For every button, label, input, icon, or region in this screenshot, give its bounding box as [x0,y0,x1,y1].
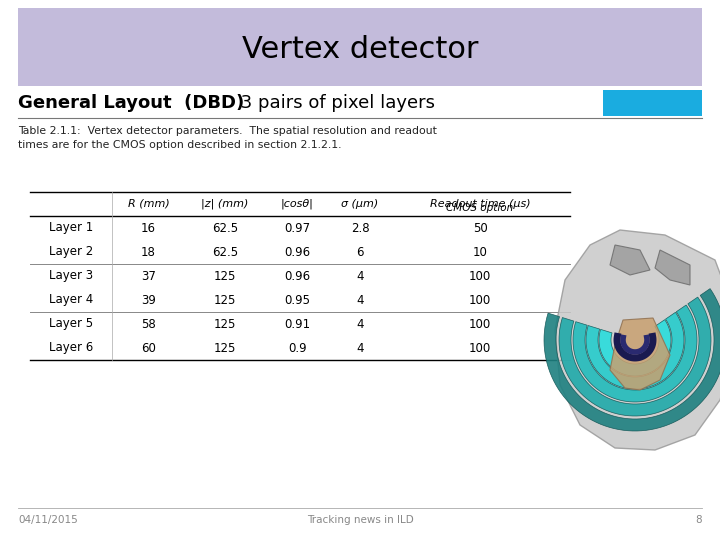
Text: 62.5: 62.5 [212,246,238,259]
Text: 0.95: 0.95 [284,294,310,307]
Text: |cosθ|: |cosθ| [281,199,314,209]
Text: 50: 50 [472,221,487,234]
Text: 2.8: 2.8 [351,221,369,234]
Text: General Layout  (DBD): General Layout (DBD) [18,94,244,112]
Text: Layer 5: Layer 5 [49,318,93,330]
Text: σ (μm): σ (μm) [341,199,379,209]
Polygon shape [559,297,711,416]
FancyBboxPatch shape [18,8,702,86]
Text: Tracking news in ILD: Tracking news in ILD [307,515,413,525]
Text: 62.5: 62.5 [212,221,238,234]
Text: 10: 10 [472,246,487,259]
Text: 3 pairs of pixel layers: 3 pairs of pixel layers [235,94,435,112]
Text: 4: 4 [356,294,364,307]
Text: 125: 125 [214,341,236,354]
Polygon shape [610,245,650,275]
Polygon shape [586,312,684,389]
FancyBboxPatch shape [603,90,702,116]
Text: Layer 3: Layer 3 [49,269,93,282]
Text: Layer 6: Layer 6 [49,341,93,354]
Text: 125: 125 [214,269,236,282]
Text: 37: 37 [141,269,156,282]
Text: 125: 125 [214,318,236,330]
Text: 0.96: 0.96 [284,269,310,282]
Polygon shape [610,318,670,390]
Text: Table 2.1.1:  Vertex detector parameters.  The spatial resolution and readout
ti: Table 2.1.1: Vertex detector parameters.… [18,126,437,150]
Text: Layer 1: Layer 1 [49,221,93,234]
Text: 100: 100 [469,294,491,307]
Text: 100: 100 [469,269,491,282]
Text: Readout time (μs): Readout time (μs) [430,199,531,209]
Text: 0.97: 0.97 [284,221,310,234]
Text: Layer 4: Layer 4 [49,294,93,307]
Bar [570,160,720,480]
Text: 125: 125 [214,294,236,307]
Text: 0.9: 0.9 [288,341,307,354]
Text: 4: 4 [356,269,364,282]
Polygon shape [573,305,697,402]
Text: 0.91: 0.91 [284,318,310,330]
Text: |z| (mm): |z| (mm) [202,199,248,209]
Text: 4: 4 [356,341,364,354]
Polygon shape [655,250,690,285]
Text: CMOS option: CMOS option [446,203,513,213]
Text: 4: 4 [356,318,364,330]
Text: 04/11/2015: 04/11/2015 [18,515,78,525]
Text: 18: 18 [141,246,156,259]
Polygon shape [555,230,720,450]
Polygon shape [599,320,671,376]
Text: Layer 2: Layer 2 [49,246,93,259]
Polygon shape [544,288,720,431]
Text: 60: 60 [141,341,156,354]
Text: 58: 58 [141,318,156,330]
Text: 8: 8 [696,515,702,525]
Text: 6: 6 [356,246,364,259]
Text: 0.96: 0.96 [284,246,310,259]
Text: Vertex detector: Vertex detector [242,36,478,64]
Text: 100: 100 [469,318,491,330]
Text: 39: 39 [141,294,156,307]
Text: 16: 16 [141,221,156,234]
Text: R (mm): R (mm) [127,199,169,209]
Text: 100: 100 [469,341,491,354]
